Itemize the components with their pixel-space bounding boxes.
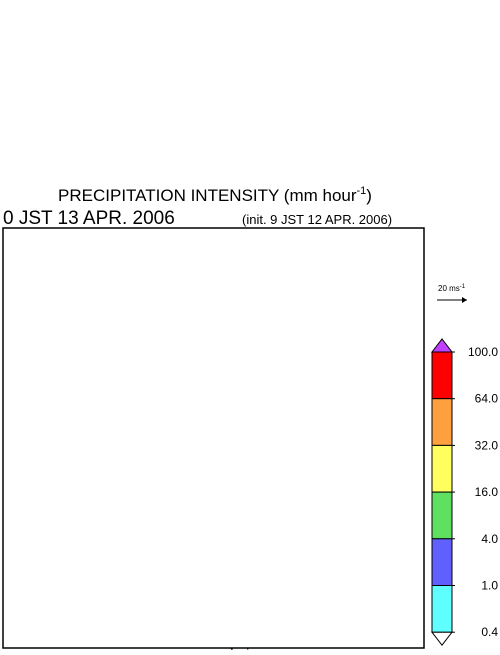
colorbar-segment	[432, 586, 452, 633]
colorbar-label: 4.0	[481, 532, 498, 546]
colorbar-over	[432, 339, 452, 352]
colorbar-under	[432, 632, 452, 645]
title-close: )	[366, 186, 372, 205]
colorbar: 100.0 64.0 32.0 16.0 4.0 1.0 0.4	[432, 339, 498, 645]
title-exponent: -1	[357, 185, 367, 197]
colorbar-segment	[432, 445, 452, 492]
title: PRECIPITATION INTENSITY (mm hour-1)	[58, 185, 372, 205]
map-frame	[3, 228, 424, 648]
colorbar-segment	[432, 352, 452, 399]
colorbar-label: 1.0	[481, 579, 498, 593]
init-time: (init. 9 JST 12 APR. 2006)	[242, 212, 392, 227]
wind-legend-text: 20 ms	[438, 284, 460, 293]
colorbar-label: 16.0	[475, 485, 499, 499]
colorbar-label: 32.0	[475, 438, 499, 452]
wind-legend-label: 20 ms-1	[438, 284, 466, 293]
colorbar-segment	[432, 399, 452, 446]
wind-legend-head	[462, 297, 467, 303]
title-text: PRECIPITATION INTENSITY (mm hour	[58, 186, 357, 205]
valid-time: 0 JST 13 APR. 2006	[3, 208, 175, 229]
colorbar-label: 64.0	[475, 392, 499, 406]
colorbar-label: 0.4	[481, 625, 498, 639]
map-area: 1000 1001 998 1000 999 ★	[3, 228, 424, 650]
colorbar-segment	[432, 492, 452, 539]
wind-legend-exponent: -1	[460, 284, 466, 290]
colorbar-segment	[432, 539, 452, 586]
colorbar-label: 100.0	[468, 345, 498, 359]
